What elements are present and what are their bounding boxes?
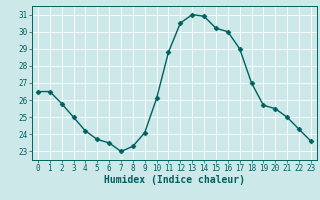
- X-axis label: Humidex (Indice chaleur): Humidex (Indice chaleur): [104, 175, 245, 185]
